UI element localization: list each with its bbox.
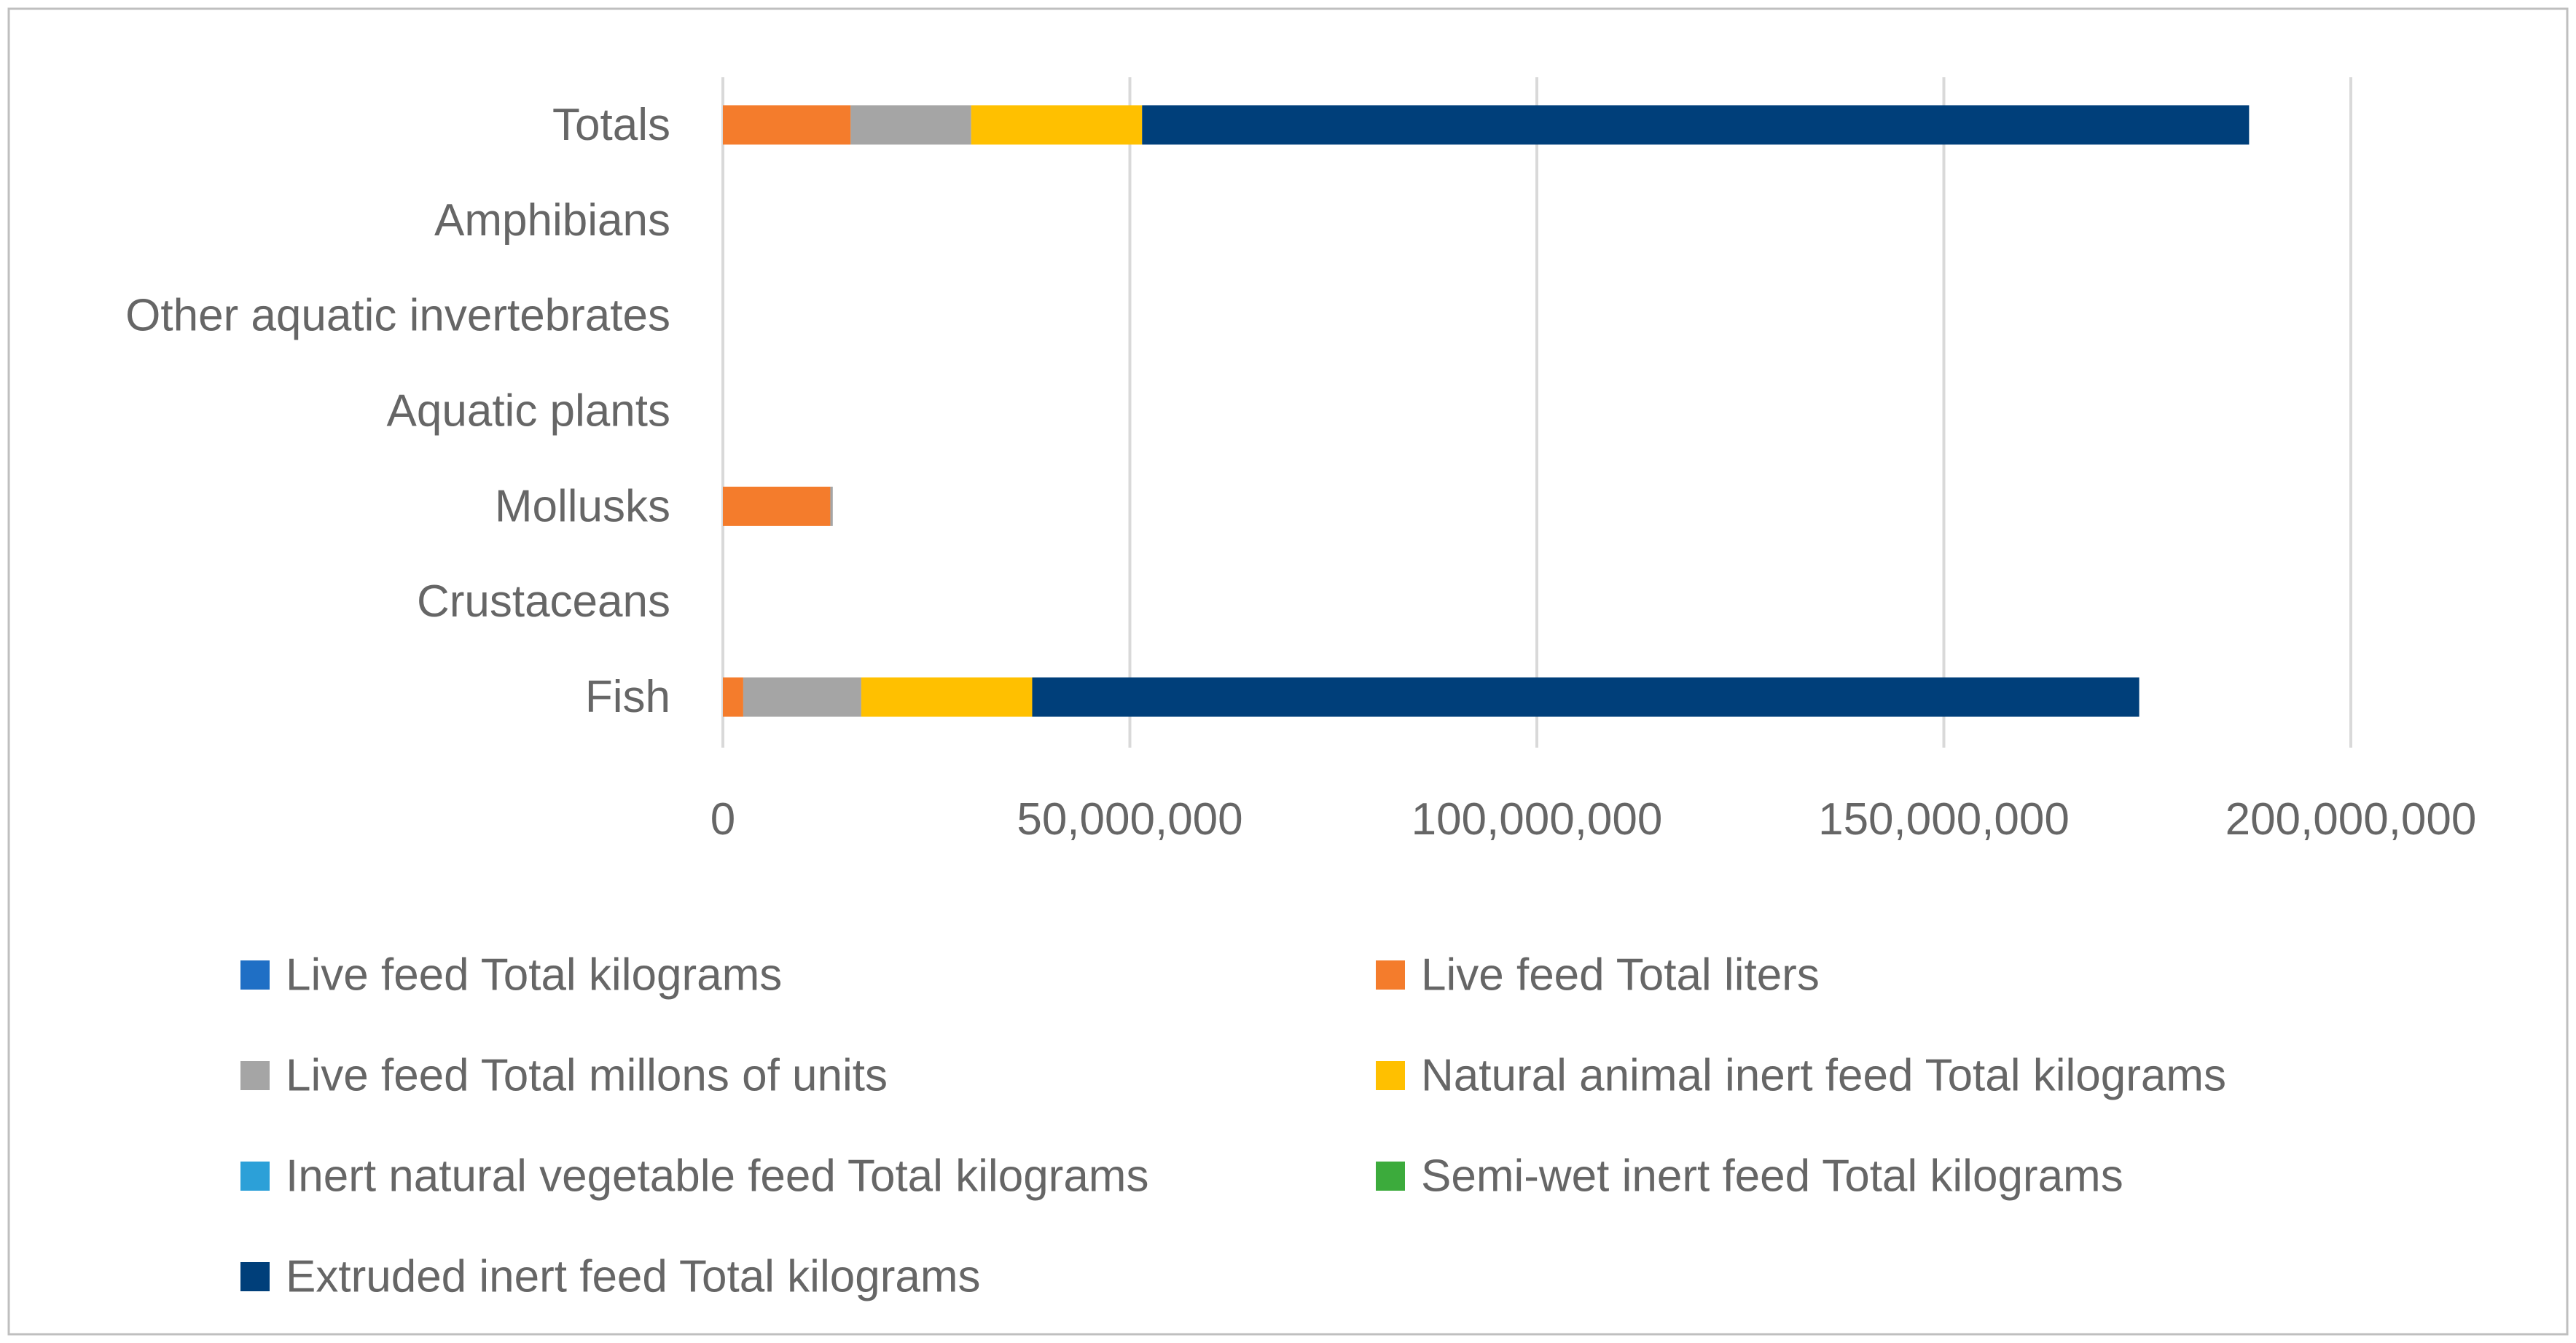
bar-segment-totals-series-6 <box>1142 105 2250 145</box>
legend-label: Inert natural vegetable feed Total kilog… <box>286 1151 1148 1202</box>
category-label: Aquatic plants <box>387 386 670 436</box>
chart-frame <box>7 7 2569 1336</box>
legend-swatch <box>240 960 270 990</box>
category-label: Amphibians <box>434 195 670 246</box>
legend-label: Live feed Total millons of units <box>286 1051 888 1101</box>
x-tick-label: 100,000,000 <box>1412 794 1663 845</box>
bar-segment-totals-series-3 <box>971 105 1143 145</box>
category-label: Fish <box>585 672 670 722</box>
legend-label: Live feed Total kilograms <box>286 950 782 1001</box>
legend-swatch <box>240 1061 270 1090</box>
bar-segment-fish-series-1 <box>723 677 743 717</box>
bar-segment-fish-series-3 <box>861 677 1033 717</box>
x-tick-label: 200,000,000 <box>2225 794 2477 845</box>
legend-swatch <box>240 1262 270 1291</box>
category-label: Other aquatic invertebrates <box>125 291 670 341</box>
legend-label: Natural animal inert feed Total kilogram… <box>1421 1051 2226 1101</box>
category-label: Crustaceans <box>417 576 670 627</box>
x-tick-label: 50,000,000 <box>1017 794 1242 845</box>
legend-swatch <box>1376 960 1405 990</box>
bar-segment-mollusks-series-2 <box>830 486 833 526</box>
gridlines <box>721 77 2352 748</box>
legend-label: Live feed Total liters <box>1421 950 1820 1001</box>
bar-segment-fish-series-6 <box>1032 677 2140 717</box>
x-axis-tick-labels: 0 50,000,000 100,000,000 150,000,000 200,000… <box>710 794 2477 845</box>
x-tick-label: 0 <box>710 794 735 845</box>
bars <box>723 105 2250 717</box>
x-tick-label: 150,000,000 <box>1818 794 2070 845</box>
category-label: Mollusks <box>495 481 670 531</box>
legend-label: Extruded inert feed Total kilograms <box>286 1252 980 1302</box>
bar-segment-mollusks-series-1 <box>723 486 831 526</box>
legend: Live feed Total kilograms Live feed Total… <box>240 950 2226 1302</box>
bar-segment-totals-series-1 <box>723 105 851 145</box>
legend-label: Semi-wet inert feed Total kilograms <box>1421 1151 2123 1202</box>
bar-segment-totals-series-2 <box>850 105 971 145</box>
bar-segment-fish-series-2 <box>743 677 861 717</box>
legend-swatch <box>1376 1061 1405 1090</box>
legend-swatch <box>240 1162 270 1191</box>
legend-swatch <box>1376 1162 1405 1191</box>
category-labels: Fish Crustaceans Mollusks Aquatic plants Oth… <box>125 100 670 722</box>
category-label: Totals <box>552 100 670 150</box>
